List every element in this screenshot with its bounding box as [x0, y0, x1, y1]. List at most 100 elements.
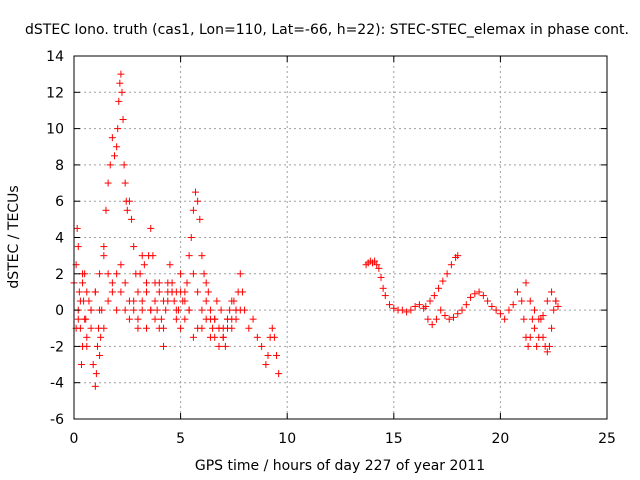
data-point: [270, 333, 278, 341]
data-point: [104, 270, 112, 278]
data-point: [253, 333, 261, 341]
data-point: [96, 351, 104, 359]
data-point: [458, 306, 466, 314]
data-point: [87, 306, 95, 314]
data-point: [177, 324, 185, 332]
data-point: [526, 297, 534, 305]
data-point: [228, 297, 236, 305]
data-point: [224, 315, 232, 323]
data-point: [104, 179, 112, 187]
data-point: [437, 306, 445, 314]
data-point: [138, 306, 146, 314]
data-point: [185, 252, 193, 260]
data-point: [454, 252, 462, 260]
data-point: [181, 288, 189, 296]
x-tick-label: 5: [176, 431, 185, 447]
y-tick-label: 0: [55, 303, 64, 319]
data-point: [522, 279, 530, 287]
x-tick-label: 10: [278, 431, 296, 447]
data-point: [125, 197, 133, 205]
data-point: [168, 279, 176, 287]
data-point: [92, 370, 100, 378]
data-point: [518, 297, 526, 305]
data-point: [102, 206, 110, 214]
data-point: [535, 315, 543, 323]
data-point: [140, 261, 148, 269]
data-point: [83, 342, 91, 350]
data-point: [411, 302, 419, 310]
data-point: [149, 252, 157, 260]
data-point: [160, 297, 168, 305]
data-point: [106, 161, 114, 169]
data-point: [232, 315, 240, 323]
data-series: [70, 70, 562, 390]
data-point: [496, 310, 504, 318]
data-point: [85, 297, 93, 305]
data-point: [443, 270, 451, 278]
data-point: [115, 97, 123, 105]
x-tick-labels: 0 5 10 15 20 25: [70, 431, 616, 447]
data-point: [268, 324, 276, 332]
data-point: [198, 252, 206, 260]
data-point: [157, 315, 165, 323]
data-point: [147, 306, 155, 314]
data-point: [204, 288, 212, 296]
data-point: [454, 310, 462, 318]
data-point: [200, 270, 208, 278]
data-point: [160, 342, 168, 350]
data-point: [162, 306, 170, 314]
data-point: [183, 279, 191, 287]
data-point: [194, 197, 202, 205]
data-point: [520, 315, 528, 323]
data-point: [198, 324, 206, 332]
data-point: [533, 342, 541, 350]
data-point: [96, 270, 104, 278]
data-point: [273, 351, 281, 359]
data-point: [138, 297, 146, 305]
data-point: [430, 292, 438, 300]
data-point: [407, 306, 415, 314]
data-point: [155, 288, 163, 296]
data-point: [89, 361, 97, 369]
data-point: [275, 370, 283, 378]
y-tick-label: -4: [50, 376, 64, 392]
y-axis-label: dSTEC / TECUs: [6, 185, 22, 288]
data-point: [211, 333, 219, 341]
data-point: [528, 315, 536, 323]
data-point: [249, 315, 257, 323]
data-point: [120, 161, 128, 169]
data-point: [81, 315, 89, 323]
data-point: [439, 277, 447, 285]
data-point: [93, 342, 101, 350]
data-point: [432, 315, 440, 323]
data-point: [539, 333, 547, 341]
data-point: [206, 315, 214, 323]
data-point: [111, 152, 119, 160]
data-point: [264, 351, 272, 359]
data-point: [543, 297, 551, 305]
data-point: [123, 206, 131, 214]
data-point: [117, 288, 125, 296]
x-tick-label: 15: [385, 431, 403, 447]
data-point: [550, 306, 558, 314]
data-point: [130, 297, 138, 305]
data-point: [215, 342, 223, 350]
data-point: [484, 297, 492, 305]
data-point: [151, 297, 159, 305]
data-point: [236, 270, 244, 278]
y-tick-label: 8: [55, 158, 64, 174]
data-point: [142, 279, 150, 287]
data-point: [196, 215, 204, 223]
data-point: [73, 224, 81, 232]
data-point: [170, 297, 178, 305]
data-point: [172, 315, 180, 323]
y-tick-label: 4: [55, 231, 64, 247]
data-point: [415, 301, 423, 309]
data-point: [77, 361, 85, 369]
data-point: [531, 306, 539, 314]
data-point: [381, 292, 389, 300]
data-point: [398, 306, 406, 314]
data-point: [75, 288, 83, 296]
y-tick-label: 14: [46, 49, 64, 65]
data-point: [87, 324, 95, 332]
